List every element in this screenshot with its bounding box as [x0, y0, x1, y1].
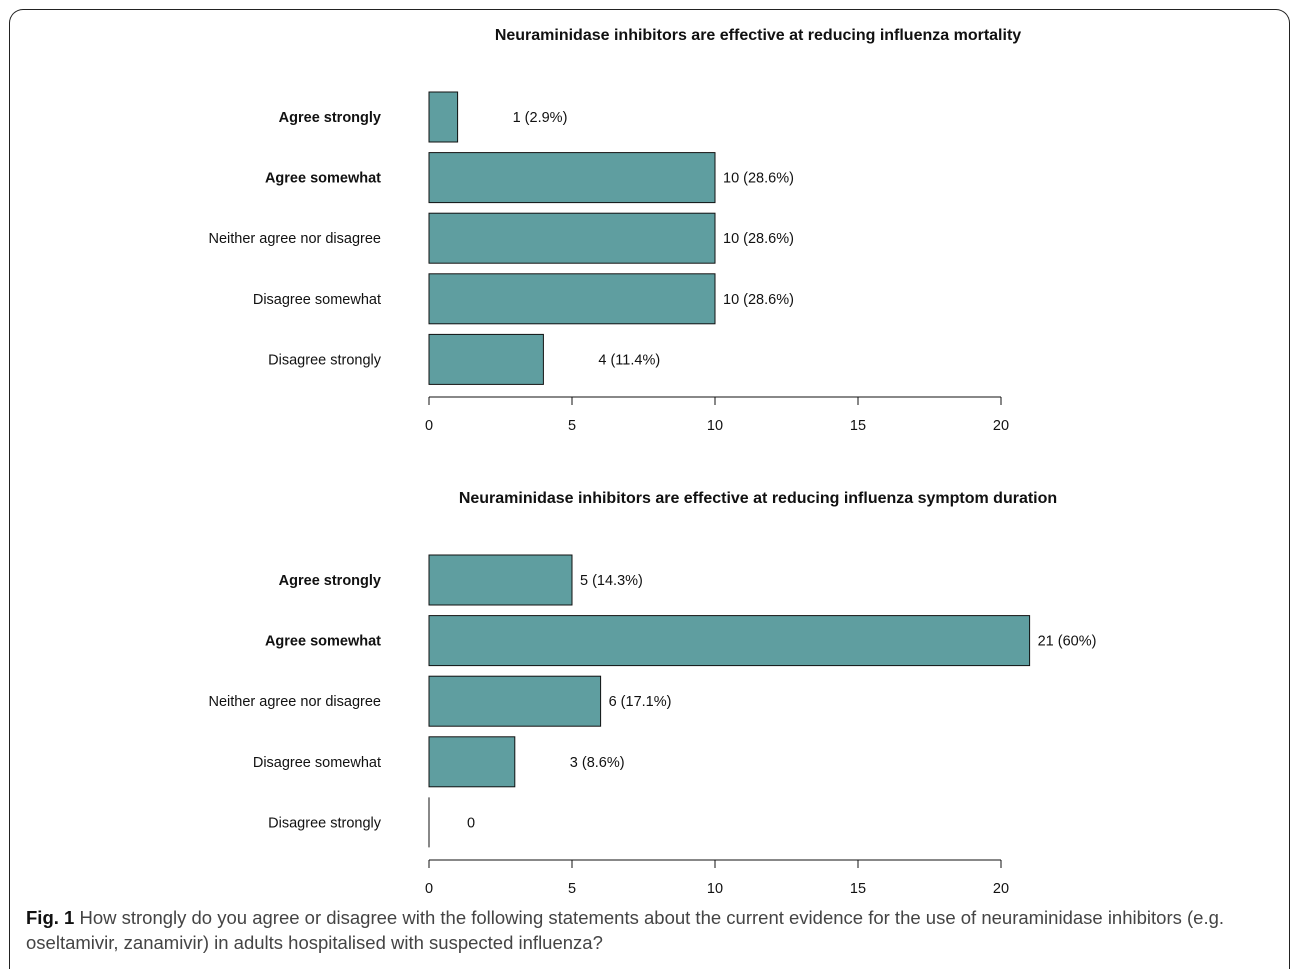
- category-label: Agree somewhat: [265, 634, 381, 650]
- figure-caption: Fig. 1 How strongly do you agree or disa…: [26, 905, 1271, 955]
- value-label: 3 (8.6%): [570, 755, 625, 771]
- x-axis-mortality: 0 5 10 15 20: [425, 396, 1009, 434]
- bars-symptom-duration: Agree strongly 5 (14.3%) Agree somewhat 21 …: [209, 554, 1097, 848]
- chart-title-mortality: Neuraminidase inhibitors are effective a…: [495, 27, 1021, 44]
- chart-title-symptom-duration: Neuraminidase inhibitors are effective a…: [459, 490, 1057, 507]
- figure-charts: Neuraminidase inhibitors are effective a…: [209, 27, 1097, 897]
- bar: [428, 675, 602, 727]
- x-tick-label: 20: [993, 881, 1009, 897]
- category-label: Disagree strongly: [268, 815, 382, 831]
- x-tick-label: 15: [850, 881, 866, 897]
- value-label: 4 (11.4%): [598, 352, 660, 368]
- bar: [428, 91, 459, 143]
- x-tick-label: 5: [568, 881, 576, 897]
- bars-mortality: Agree strongly 1 (2.9%) Agree somewhat 10 (…: [209, 91, 794, 385]
- caption-text: How strongly do you agree or disagree wi…: [26, 907, 1225, 953]
- value-label: 6 (17.1%): [609, 694, 672, 710]
- value-label: 10 (28.6%): [723, 292, 794, 308]
- value-label: 0: [467, 815, 475, 831]
- bar: [428, 554, 573, 606]
- bar: [428, 152, 716, 204]
- x-tick-label: 0: [425, 881, 433, 897]
- category-label: Neither agree nor disagree: [209, 694, 382, 710]
- category-label: Agree strongly: [279, 110, 381, 126]
- chart-mortality: Neuraminidase inhibitors are effective a…: [209, 27, 1022, 434]
- bar: [428, 273, 716, 325]
- bar: [428, 333, 544, 385]
- category-label: Disagree somewhat: [253, 755, 381, 771]
- bar: [428, 212, 716, 264]
- value-label: 10 (28.6%): [723, 171, 794, 187]
- x-tick-label: 20: [993, 418, 1009, 434]
- category-label: Disagree strongly: [268, 352, 382, 368]
- bar: [428, 736, 516, 788]
- x-tick-label: 5: [568, 418, 576, 434]
- category-label: Agree somewhat: [265, 171, 381, 187]
- chart-symptom-duration: Neuraminidase inhibitors are effective a…: [209, 490, 1097, 897]
- x-tick-label: 0: [425, 418, 433, 434]
- value-label: 5 (14.3%): [580, 573, 643, 589]
- x-axis-symptom-duration: 0 5 10 15 20: [425, 859, 1009, 897]
- value-label: 21 (60%): [1038, 634, 1097, 650]
- caption-label: Fig. 1: [26, 907, 75, 928]
- bar: [428, 615, 1031, 667]
- category-label: Disagree somewhat: [253, 292, 381, 308]
- x-tick-label: 10: [707, 418, 723, 434]
- value-label: 10 (28.6%): [723, 231, 794, 247]
- value-label: 1 (2.9%): [513, 110, 568, 126]
- x-tick-label: 15: [850, 418, 866, 434]
- category-label: Agree strongly: [279, 573, 381, 589]
- category-label: Neither agree nor disagree: [209, 231, 382, 247]
- x-tick-label: 10: [707, 881, 723, 897]
- figure-frame: [9, 9, 1290, 969]
